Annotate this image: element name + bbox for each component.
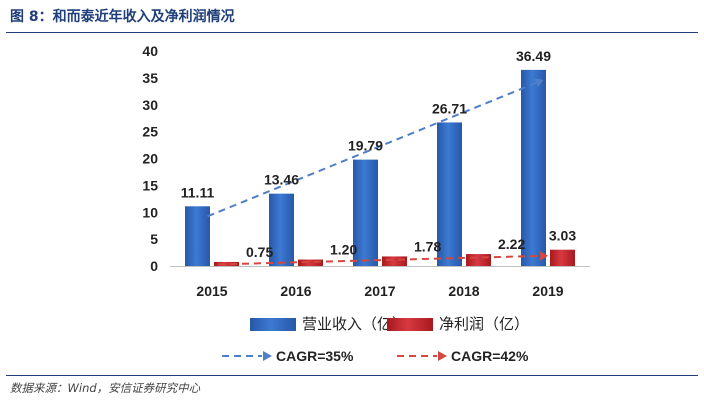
x-axis: 2015 2016 2017 2018 2019 [170, 266, 590, 299]
legend-revenue-label: 营业收入（亿） [302, 316, 407, 333]
title-rule [6, 32, 698, 33]
legend-arrowhead [438, 351, 447, 361]
profit-trend-arrow-head [539, 251, 548, 261]
revenue-data-label: 11.11 [181, 184, 215, 200]
profit-data-label: 1.20 [330, 242, 357, 258]
revenue-bar [185, 206, 210, 266]
profit-trend-arrow-line [217, 254, 541, 266]
revenue-trend-arrow-head [534, 78, 544, 88]
profit-bar [382, 256, 407, 266]
legend-arrowhead [263, 351, 272, 361]
profit-data-label: 1.78 [414, 238, 441, 254]
legend-revenue-swatch [250, 318, 296, 331]
y-tick-label: 0 [150, 258, 158, 274]
revenue-trend-arrow [207, 78, 544, 218]
figure-title: 图 8：和而泰近年收入及净利润情况 [10, 9, 235, 25]
y-axis: 0 5 10 15 20 25 30 35 40 [142, 43, 158, 274]
legend-profit-label: 净利润（亿） [439, 316, 529, 333]
footer-rule [6, 375, 698, 376]
legend-profit-cagr-label: CAGR=42% [451, 348, 529, 364]
revenue-data-label: 19.79 [348, 138, 383, 154]
revenue-bar [521, 69, 546, 267]
profit-bar [298, 259, 323, 266]
x-tick-label: 2018 [448, 283, 479, 299]
profit-data-label: 0.75 [246, 244, 273, 260]
bars [185, 69, 575, 267]
revenue-data-label: 26.71 [432, 100, 467, 116]
trendlines [207, 78, 548, 266]
profit-data-label: 2.22 [498, 236, 525, 252]
revenue-data-label: 36.49 [516, 48, 551, 64]
y-tick-label: 5 [150, 231, 158, 247]
y-tick-label: 10 [142, 204, 158, 220]
profit-data-label: 3.03 [549, 228, 576, 244]
profit-bar [214, 261, 239, 266]
x-tick-label: 2016 [280, 283, 311, 299]
x-tick-label: 2017 [364, 283, 395, 299]
x-tick-label: 2015 [196, 283, 227, 299]
revenue-data-label: 13.46 [264, 172, 299, 188]
data-labels: 11.11 13.46 19.79 26.71 36.49 0.75 1.20 1.78 2.2… [181, 48, 577, 260]
x-tick-label: 2019 [532, 283, 563, 299]
revenue-bar [353, 159, 378, 266]
y-tick-label: 15 [142, 177, 158, 193]
y-tick-label: 25 [142, 124, 158, 140]
y-tick-label: 40 [142, 43, 158, 59]
y-tick-label: 20 [142, 151, 158, 167]
legend-profit-swatch [387, 318, 433, 331]
y-tick-label: 30 [142, 97, 158, 113]
legend: 营业收入（亿） 净利润（亿） CAGR=35% CAGR=42% [222, 316, 529, 364]
source-note: 数据来源：Wind，安信证券研究中心 [10, 381, 201, 395]
revenue-bar [437, 122, 462, 266]
legend-revenue-cagr-label: CAGR=35% [276, 348, 354, 364]
profit-trend-arrow [217, 251, 548, 266]
y-tick-label: 35 [142, 70, 158, 86]
revenue-bar [269, 193, 294, 266]
profit-bar [466, 254, 491, 266]
profit-bar [550, 249, 575, 266]
